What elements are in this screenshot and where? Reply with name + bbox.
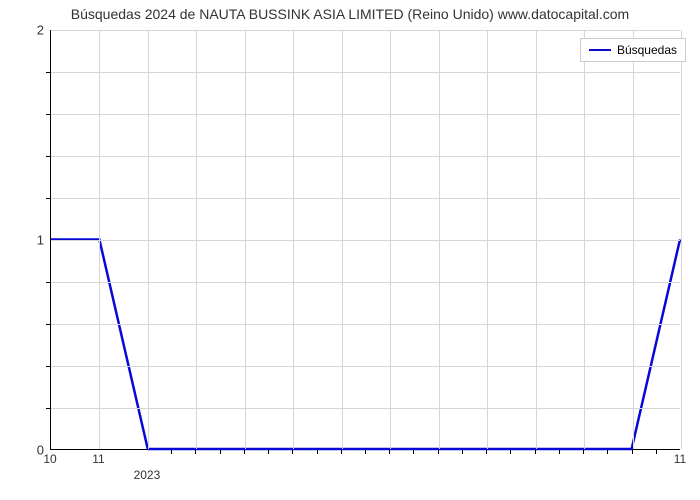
y-axis-minor-tick bbox=[46, 366, 50, 367]
x-axis-minor-tick bbox=[268, 450, 269, 454]
x-axis-minor-tick bbox=[583, 450, 584, 454]
gridline-horizontal bbox=[51, 366, 680, 367]
gridline-horizontal bbox=[51, 72, 680, 73]
x-axis-minor-tick bbox=[220, 450, 221, 454]
x-axis-minor-tick bbox=[535, 450, 536, 454]
y-axis-minor-tick bbox=[46, 114, 50, 115]
x-axis-minor-tick bbox=[341, 450, 342, 454]
x-axis-minor-tick bbox=[486, 450, 487, 454]
x-axis-tick-label: 11 bbox=[674, 452, 686, 466]
y-axis-minor-tick bbox=[46, 282, 50, 283]
x-axis-minor-tick bbox=[365, 450, 366, 454]
x-axis-minor-tick bbox=[195, 450, 196, 454]
x-axis-minor-tick bbox=[607, 450, 608, 454]
x-axis-tick-label: 10 bbox=[43, 452, 56, 466]
x-axis-minor-tick bbox=[632, 450, 633, 454]
x-axis-minor-tick bbox=[389, 450, 390, 454]
legend-swatch bbox=[589, 49, 611, 51]
gridline-horizontal bbox=[51, 282, 680, 283]
y-axis-minor-tick bbox=[46, 72, 50, 73]
gridline-horizontal bbox=[51, 114, 680, 115]
legend-label: Búsquedas bbox=[617, 43, 677, 57]
y-axis-minor-tick bbox=[46, 408, 50, 409]
gridline-vertical bbox=[681, 30, 682, 449]
gridline-horizontal bbox=[51, 240, 680, 241]
gridline-horizontal bbox=[51, 156, 680, 157]
x-axis-minor-tick bbox=[559, 450, 560, 454]
x-axis-minor-tick bbox=[656, 450, 657, 454]
y-axis-minor-tick bbox=[46, 156, 50, 157]
chart-plot-area bbox=[50, 30, 680, 450]
gridline-horizontal bbox=[51, 30, 680, 31]
x-axis-minor-tick bbox=[438, 450, 439, 454]
chart-title: Búsquedas 2024 de NAUTA BUSSINK ASIA LIM… bbox=[0, 6, 700, 22]
y-axis-tick-label: 0 bbox=[4, 443, 44, 458]
gridline-horizontal bbox=[51, 324, 680, 325]
y-axis-tick-label: 1 bbox=[4, 233, 44, 248]
y-axis-minor-tick bbox=[46, 324, 50, 325]
y-axis-minor-tick bbox=[46, 198, 50, 199]
x-axis-minor-tick bbox=[317, 450, 318, 454]
y-axis-tick-label: 2 bbox=[4, 23, 44, 38]
x-axis-minor-tick bbox=[510, 450, 511, 454]
x-axis-minor-tick bbox=[171, 450, 172, 454]
x-axis-tick-label: 11 bbox=[92, 452, 104, 466]
x-axis-minor-tick bbox=[244, 450, 245, 454]
x-axis-minor-tick bbox=[413, 450, 414, 454]
x-axis-year-label: 2023 bbox=[134, 468, 161, 482]
gridline-horizontal bbox=[51, 198, 680, 199]
x-axis-minor-tick bbox=[292, 450, 293, 454]
x-axis-minor-tick bbox=[462, 450, 463, 454]
chart-legend: Búsquedas bbox=[580, 38, 686, 62]
gridline-horizontal bbox=[51, 408, 680, 409]
